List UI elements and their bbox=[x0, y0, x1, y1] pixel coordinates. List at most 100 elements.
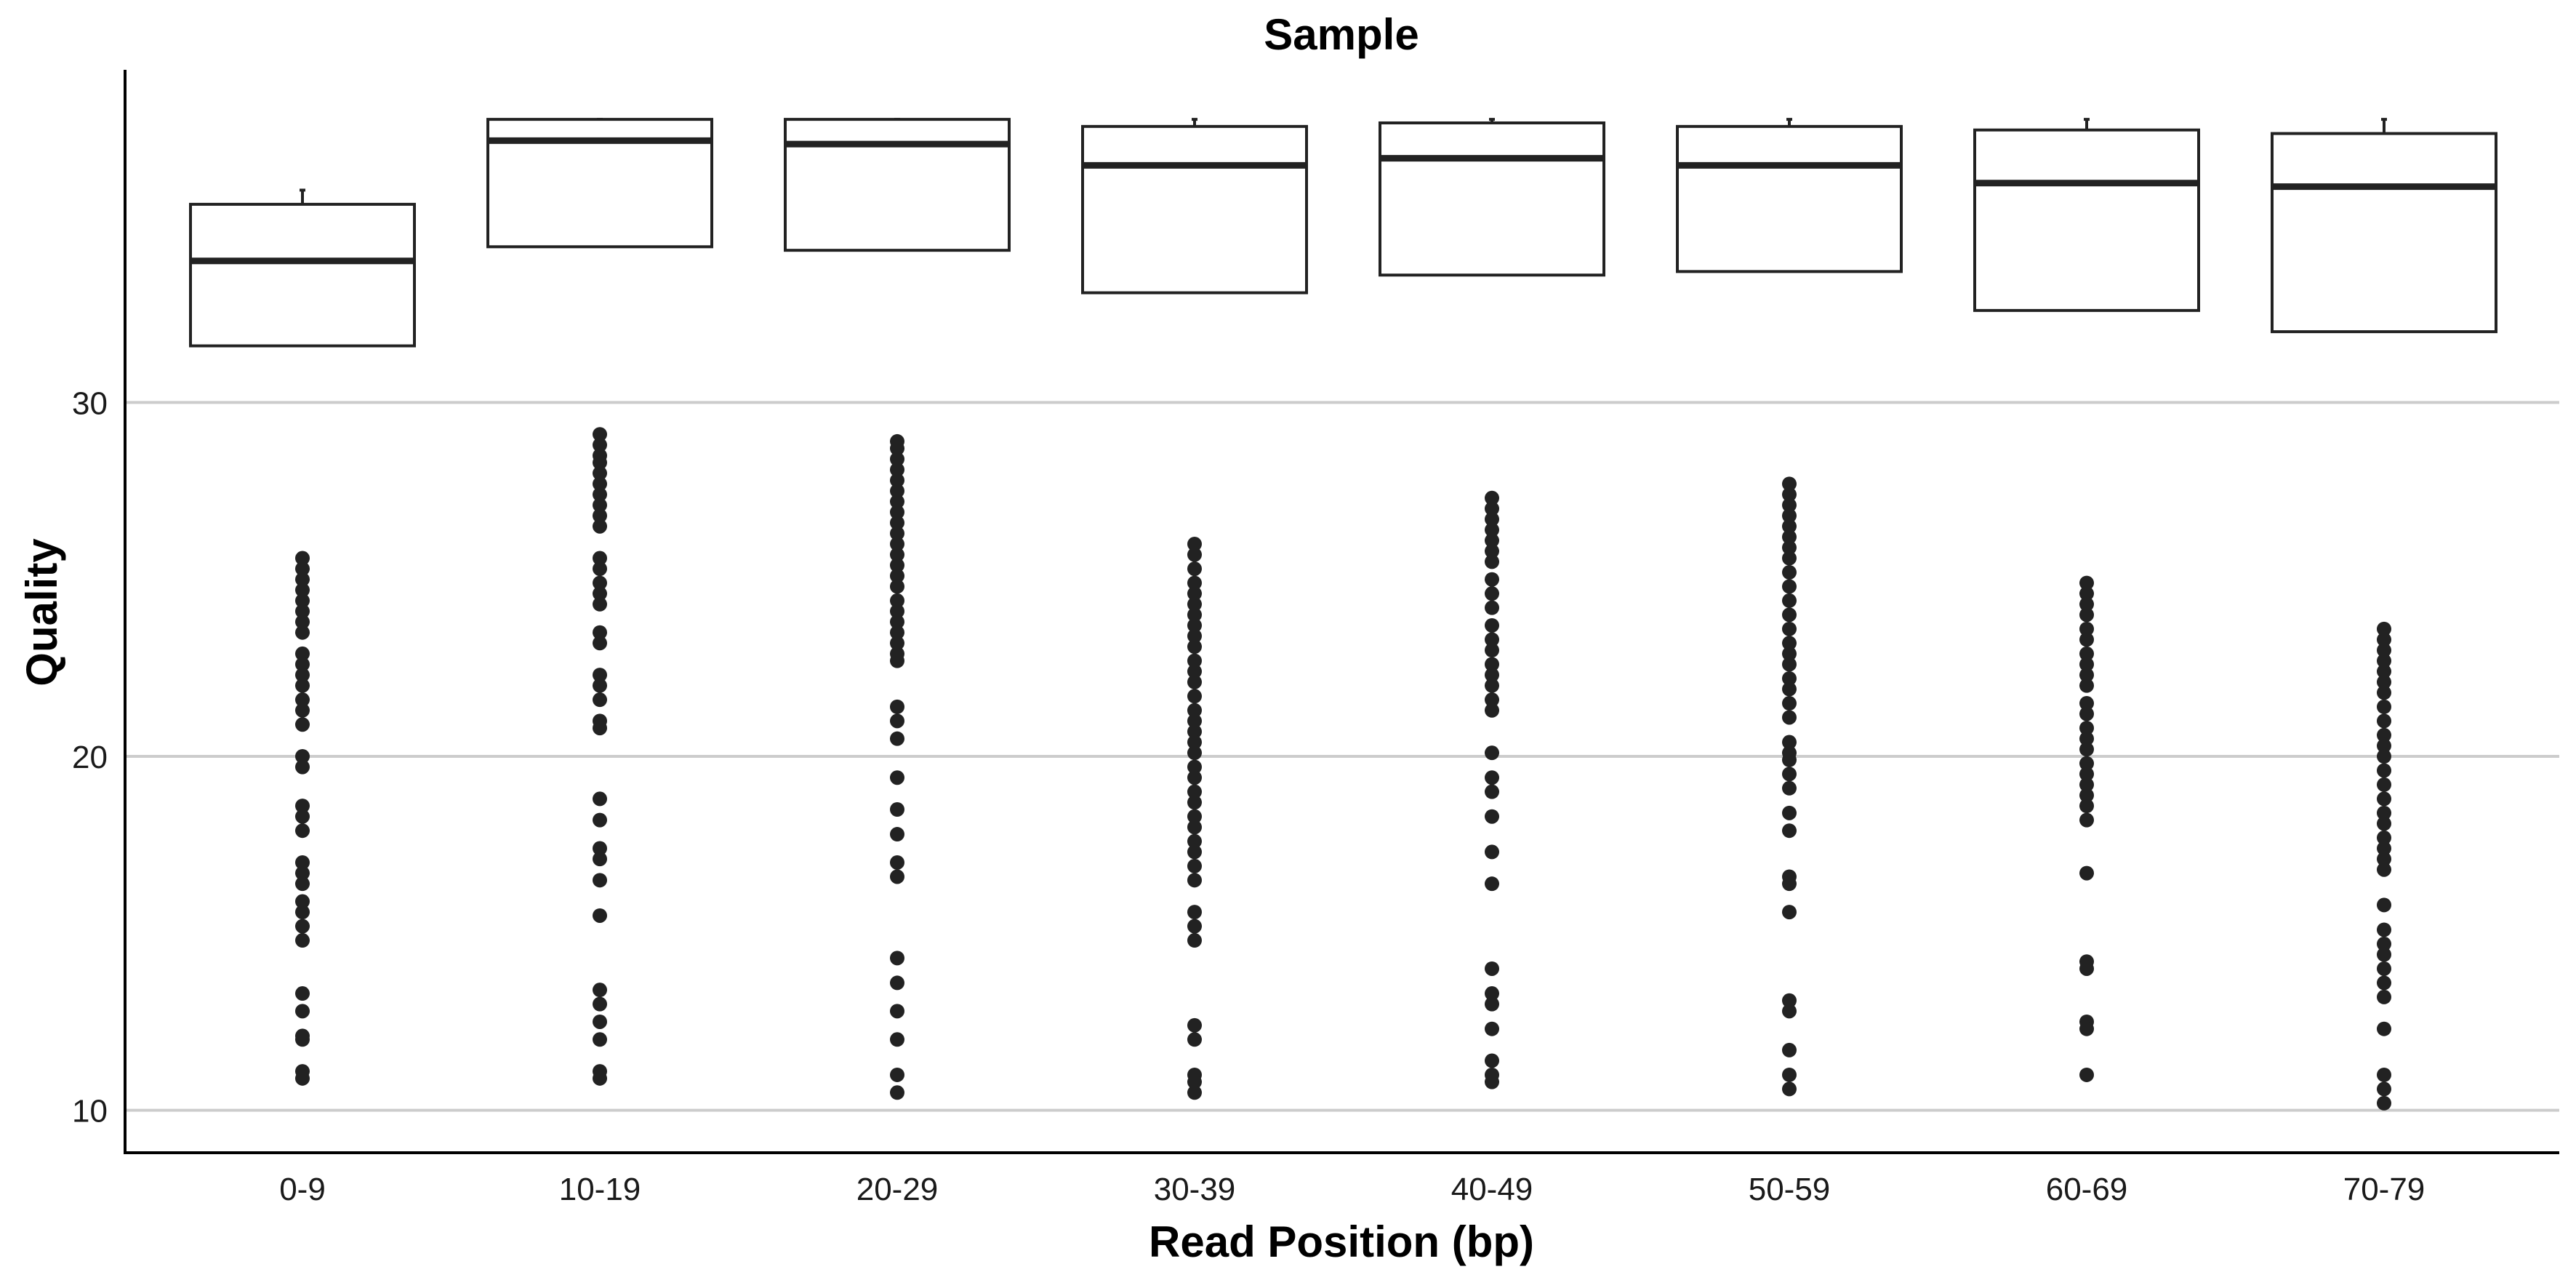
outlier-point bbox=[2377, 1095, 2391, 1111]
outlier-point bbox=[1782, 519, 1797, 534]
outlier-point bbox=[1187, 770, 1202, 785]
outlier-point bbox=[1485, 844, 1499, 860]
outlier-point bbox=[2377, 1067, 2391, 1082]
outlier-point bbox=[1485, 543, 1499, 559]
outlier-point bbox=[2079, 646, 2094, 661]
outlier-point bbox=[1782, 823, 1797, 839]
x-tick-label: 40-49 bbox=[1451, 1172, 1533, 1207]
outlier-point bbox=[1187, 561, 1202, 577]
outlier-point bbox=[295, 668, 310, 683]
outlier-point bbox=[2377, 738, 2391, 753]
outlier-point bbox=[295, 583, 310, 598]
outlier-point bbox=[295, 1032, 310, 1047]
outlier-point bbox=[2079, 706, 2094, 721]
outlier-point bbox=[890, 547, 904, 562]
outlier-point bbox=[2377, 830, 2391, 845]
outlier-point bbox=[2079, 961, 2094, 976]
box-iqr bbox=[1379, 121, 1605, 277]
outlier-point bbox=[295, 572, 310, 587]
outlier-point bbox=[593, 487, 607, 502]
outlier-point bbox=[2079, 668, 2094, 683]
outlier-point bbox=[2079, 731, 2094, 746]
outlier-point bbox=[2079, 799, 2094, 814]
x-tick-label: 20-29 bbox=[856, 1172, 939, 1207]
outlier-point bbox=[1187, 759, 1202, 775]
outlier-point bbox=[2079, 678, 2094, 693]
outlier-point bbox=[2079, 657, 2094, 672]
outlier-point bbox=[2377, 653, 2391, 668]
box-group bbox=[1379, 118, 1605, 1089]
outlier-point bbox=[593, 852, 607, 867]
outlier-point bbox=[2079, 621, 2094, 636]
outlier-point bbox=[295, 625, 310, 640]
outlier-point bbox=[890, 713, 904, 729]
outlier-point bbox=[1485, 745, 1499, 761]
outlier-point bbox=[1782, 540, 1797, 555]
outlier-point bbox=[593, 812, 607, 828]
outlier-point bbox=[890, 558, 904, 573]
box-iqr bbox=[1081, 124, 1308, 295]
outlier-point bbox=[2377, 947, 2391, 962]
outlier-point bbox=[890, 1032, 904, 1047]
outlier-point bbox=[2377, 643, 2391, 658]
outlier-point bbox=[1485, 961, 1499, 976]
outlier-point bbox=[593, 1071, 607, 1086]
outlier-point bbox=[2377, 713, 2391, 729]
outlier-point bbox=[295, 865, 310, 881]
outlier-point bbox=[1782, 593, 1797, 608]
outlier-point bbox=[593, 465, 607, 481]
outlier-point bbox=[1187, 795, 1202, 810]
outlier-point bbox=[1485, 572, 1499, 587]
outlier-point bbox=[1782, 1067, 1797, 1082]
outlier-point bbox=[1782, 1081, 1797, 1097]
outlier-point bbox=[890, 441, 904, 456]
outlier-point bbox=[295, 855, 310, 870]
outlier-point bbox=[2079, 812, 2094, 828]
y-tick-label: 10 bbox=[72, 1094, 108, 1129]
outlier-point bbox=[295, 646, 310, 661]
outlier-point bbox=[593, 996, 607, 1012]
outlier-point bbox=[1187, 735, 1202, 750]
outlier-point bbox=[2079, 1067, 2094, 1082]
outlier-point bbox=[295, 759, 310, 775]
outlier-point bbox=[1485, 703, 1499, 718]
outlier-point bbox=[1782, 767, 1797, 782]
outlier-point bbox=[1782, 646, 1797, 661]
outlier-point bbox=[1187, 933, 1202, 948]
x-tick-label: 0-9 bbox=[279, 1172, 326, 1207]
outlier-point bbox=[1485, 617, 1499, 633]
outlier-point bbox=[890, 855, 904, 870]
outlier-point bbox=[1485, 632, 1499, 647]
outlier-point bbox=[593, 519, 607, 534]
outlier-point bbox=[1782, 805, 1797, 820]
outlier-point bbox=[2377, 897, 2391, 913]
outlier-point bbox=[890, 801, 904, 817]
outlier-point bbox=[2377, 664, 2391, 679]
outlier-point bbox=[1485, 996, 1499, 1012]
outlier-point bbox=[2079, 632, 2094, 647]
outlier-point bbox=[1485, 1074, 1499, 1089]
outlier-point bbox=[2079, 696, 2094, 711]
outlier-point bbox=[1187, 664, 1202, 679]
outlier-point bbox=[593, 575, 607, 591]
outlier-point bbox=[295, 717, 310, 732]
x-tick-label: 50-59 bbox=[1749, 1172, 1831, 1207]
outlier-point bbox=[1485, 490, 1499, 505]
outlier-point bbox=[1187, 537, 1202, 552]
x-tick-labels: 0-9 10-19 20-29 30-39 40-49 50-59 60-69 70-79 bbox=[279, 1172, 2425, 1207]
outlier-point bbox=[593, 497, 607, 513]
outlier-point bbox=[1782, 636, 1797, 651]
outlier-point bbox=[295, 894, 310, 909]
outlier-point bbox=[295, 1004, 310, 1019]
outlier-point bbox=[593, 908, 607, 923]
outlier-point bbox=[890, 951, 904, 966]
outlier-point bbox=[2079, 586, 2094, 601]
outlier-point bbox=[295, 799, 310, 814]
y-tick-labels: 10 20 30 bbox=[72, 385, 108, 1129]
outlier-point bbox=[1782, 696, 1797, 711]
outlier-point bbox=[295, 1071, 310, 1086]
chart-title: Sample bbox=[1264, 10, 1419, 59]
outlier-point bbox=[1782, 993, 1797, 1008]
x-tick-label: 30-39 bbox=[1154, 1172, 1236, 1207]
y-tick-label: 20 bbox=[72, 740, 108, 775]
